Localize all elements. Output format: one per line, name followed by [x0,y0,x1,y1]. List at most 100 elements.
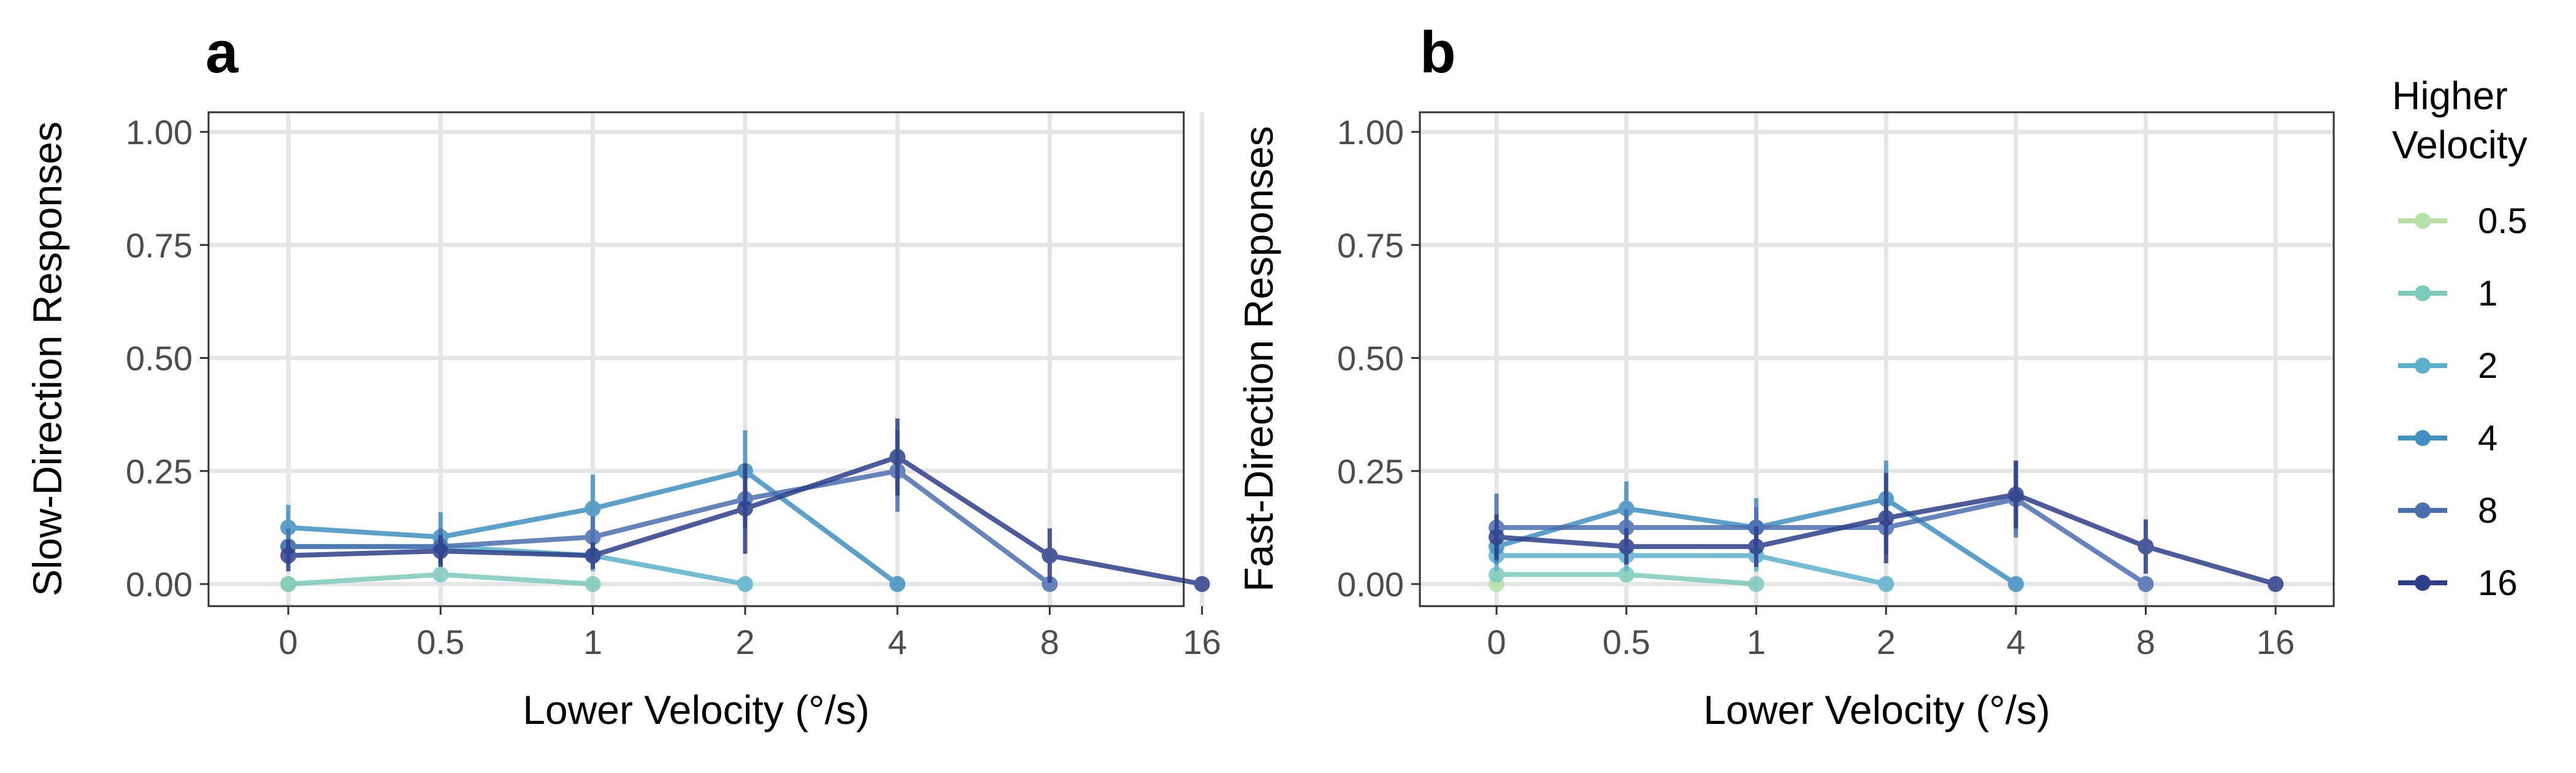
legend-title-line2: Velocity [2392,123,2528,167]
data-point [2007,486,2024,503]
panel-a-series [280,418,1210,592]
data-point [1041,547,1058,564]
data-point [1618,566,1635,583]
legend-key-point [2415,575,2431,591]
panel-b-x-axis-title: Lower Velocity (°/s) [1703,687,2050,733]
panel-b-border [1419,111,2335,607]
panel-b-letter: b [1420,20,1456,85]
data-point [2007,576,2024,592]
panel-b-x-tick-label: 8 [2136,623,2155,661]
panel-a-x-tick-label: 0 [278,623,297,661]
data-point [889,576,906,592]
panel-a-series-1 [280,566,601,592]
legend: Higher Velocity 0.5 1 2 4 8 16 [2392,74,2528,603]
legend-label: 0.5 [2478,201,2528,241]
data-point [432,566,449,583]
panel-a-ticks: 0.00 0.25 0.50 0.75 1.00 0 0.5 1 2 4 8 16 [126,113,1221,661]
data-point [1618,538,1635,555]
legend-label: 1 [2478,274,2497,313]
panel-b-y-tick-label: 0.75 [1337,226,1404,264]
panel-b-series-16 [1489,460,2284,592]
panel-a-y-tick-label: 1.00 [126,113,193,152]
panel-b-y-tick-label: 1.00 [1337,113,1404,152]
panel-a-y-tick-label: 0.25 [126,452,193,491]
legend-item-0.5: 0.5 [2398,201,2528,241]
data-point [280,519,296,536]
data-point [2137,576,2154,592]
series-line [288,468,1051,586]
panel-a-x-tick-label: 8 [1040,623,1059,661]
panel-a-x-axis-title: Lower Velocity (°/s) [523,687,870,733]
panel-b-y-tick-label: 0.50 [1337,339,1404,378]
legend-key-point [2415,213,2431,229]
data-point [1194,576,1210,592]
data-point [280,576,296,592]
panel-a-y-tick-label: 0.75 [126,226,193,264]
panel-b-y-axis-title: Fast-Direction Responses [1236,126,1281,591]
legend-label: 2 [2478,346,2497,386]
data-point [1878,576,1895,592]
data-point [1878,510,1895,526]
data-point [2267,576,2284,592]
data-point [889,448,906,465]
panel-b-x-tick-label: 0.5 [1603,623,1650,661]
data-point [1618,500,1635,517]
data-point [432,543,449,560]
panel-b-x-tick-label: 1 [1747,623,1766,661]
panel-b-y-tick-label: 0.00 [1337,565,1404,604]
legend-title-line1: Higher [2392,74,2508,118]
data-point [585,500,601,517]
panel-b-x-tick-label: 2 [1877,623,1896,661]
data-point [1489,566,1505,583]
data-point [585,547,601,564]
legend-label: 4 [2478,418,2497,458]
data-point [1618,519,1635,536]
legend-item-4: 4 [2398,418,2497,458]
panel-b-y-tick-label: 0.25 [1337,452,1404,491]
panel-b: b 0.00 0.25 0.50 0.75 1.00 0 0.5 1 2 4 8 16 Lower V… [1236,20,2335,733]
panel-a-letter: a [205,20,239,85]
data-point [737,500,753,517]
data-point [1489,529,1505,545]
series-line [1497,496,2147,586]
panel-a-y-axis-title: Slow-Direction Responses [25,121,70,596]
legend-item-8: 8 [2398,491,2497,531]
data-point [1041,576,1058,592]
panel-a-y-tick-label: 0.00 [126,565,193,604]
panel-b-series [1489,460,2284,592]
legend-item-1: 1 [2398,274,2497,313]
series-line [1497,553,1887,586]
panel-b-ticks: 0.00 0.25 0.50 0.75 1.00 0 0.5 1 2 4 8 16 [1337,113,2294,661]
panel-b-x-tick-label: 4 [2006,623,2025,661]
panel-b-x-tick-label: 0 [1487,623,1506,661]
panel-a: a 0.00 0.25 0.50 0.75 1.00 0 0.5 1 2 4 8 16 Lower V… [25,20,1221,733]
panel-a-series-16 [280,418,1210,592]
panel-a-x-tick-label: 4 [888,623,907,661]
panel-a-grid [209,112,1205,606]
panel-a-x-tick-label: 16 [1183,623,1221,661]
panel-a-x-tick-label: 0.5 [416,623,464,661]
legend-key-point [2415,502,2431,518]
data-point [585,529,601,545]
legend-key-point [2415,285,2431,301]
panel-b-x-tick-label: 16 [2256,623,2294,661]
legend-item-16: 16 [2398,563,2518,603]
legend-key-point [2415,430,2431,446]
data-point [1748,576,1765,592]
data-point [1748,538,1765,555]
data-point [2137,538,2154,555]
legend-item-2: 2 [2398,346,2497,386]
panel-a-border [207,111,1185,607]
panel-b-series-1 [1489,566,1765,592]
data-point [280,547,296,564]
legend-key-point [2415,358,2431,374]
legend-label: 16 [2478,563,2518,603]
data-point [737,576,753,592]
panel-a-y-tick-label: 0.50 [126,339,193,378]
data-point [585,576,601,592]
panel-a-x-tick-label: 2 [735,623,754,661]
legend-label: 8 [2478,491,2497,531]
panel-a-x-tick-label: 1 [583,623,602,661]
legend-items: 0.5 1 2 4 8 16 [2398,201,2528,603]
